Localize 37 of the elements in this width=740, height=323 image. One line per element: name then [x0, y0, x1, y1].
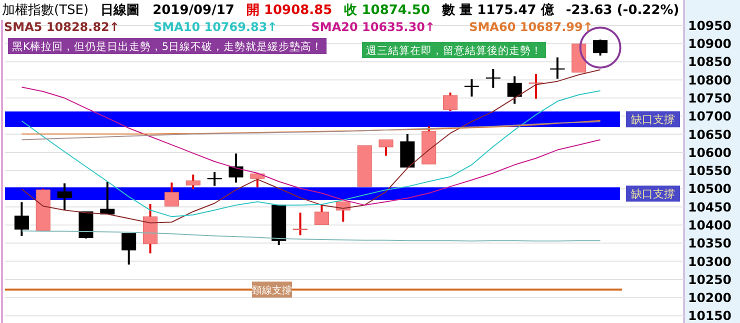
ref-line-label: 頸線支撐: [252, 284, 292, 297]
band-label: 缺口支撐: [626, 186, 680, 202]
y-tick-label: 10150: [688, 308, 732, 323]
text: -23.63 (-0.22%): [566, 3, 680, 18]
chart-title: 加權指數(TSE): [2, 3, 89, 18]
band-label: 缺口支撐: [626, 111, 680, 128]
band-label: 缺口支撐: [631, 188, 675, 201]
y-tick-label: 10950: [688, 18, 732, 33]
text: 數 量 1175.47 億: [441, 2, 555, 18]
chart-subtitle: 日線圖 2019/09/17: [100, 3, 234, 18]
annotation: 週三結算在即，留意結算後的走勢！: [366, 44, 542, 57]
y-tick-label: 10850: [688, 54, 732, 70]
y-tick-label: 10350: [688, 236, 732, 251]
annotation: 黑K棒拉回，但仍是日出走勢，5日線不破，走勢就是緩步墊高！: [12, 40, 323, 53]
y-tick-label: 10550: [688, 163, 732, 178]
y-tick-label: 10900: [688, 36, 732, 52]
text: 開 10908.85: [246, 3, 332, 18]
y-tick-label: 10450: [688, 199, 732, 214]
y-tick-label: 10650: [688, 126, 732, 142]
band-label: 缺口支撐: [631, 113, 675, 126]
note: 週三結算在即，留意結算後的走勢！: [362, 42, 546, 58]
ref-label: 頸線支撐: [252, 282, 292, 298]
y-tick-label: 10500: [688, 181, 732, 196]
text: SMA10 10769.83↑: [153, 20, 278, 34]
text: 收 10874.50: [344, 3, 430, 18]
y-tick-label: 10750: [688, 90, 732, 106]
text: SMA20 10635.30↑: [311, 20, 436, 34]
y-tick-label: 10700: [688, 108, 732, 124]
note: 黑K棒拉回，但仍是日出走勢，5日線不破，走勢就是緩步墊高！: [8, 38, 327, 54]
y-tick-label: 10800: [688, 72, 732, 88]
y-tick-label: 10400: [688, 218, 732, 233]
text: SMA5 10828.82↑: [4, 20, 120, 34]
y-tick-label: 10250: [688, 272, 732, 287]
text: SMA60 10687.99↑: [469, 20, 593, 34]
y-tick-label: 10200: [688, 290, 732, 306]
y-tick-label: 10600: [688, 144, 732, 160]
y-tick-label: 10300: [688, 254, 732, 269]
